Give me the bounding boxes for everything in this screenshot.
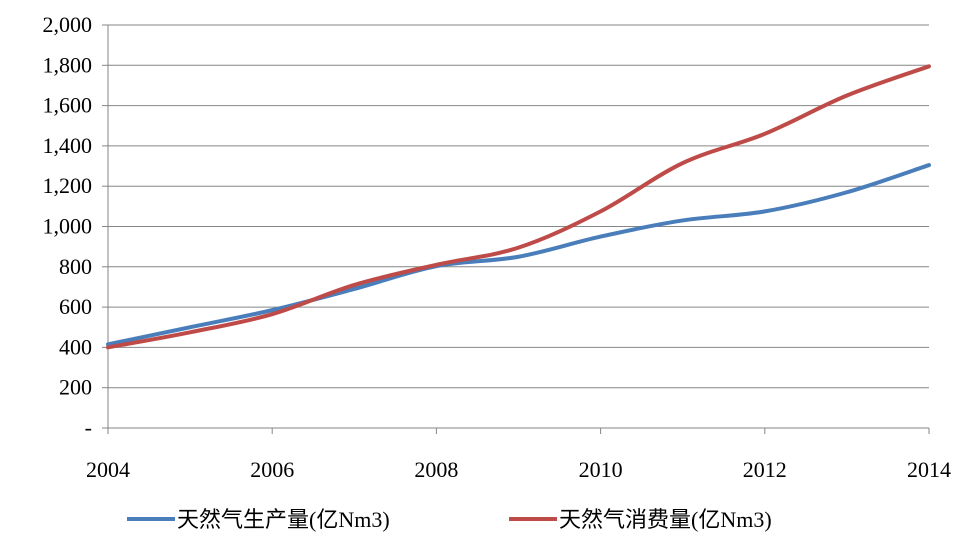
x-tick-label: 2014: [907, 457, 951, 482]
x-tick-label: 2006: [250, 457, 294, 482]
y-tick-label: 1,600: [43, 93, 93, 118]
y-tick-label: 800: [59, 254, 92, 279]
legend: 天然气生产量(亿Nm3) 天然气消费量(亿Nm3): [127, 507, 772, 532]
y-tick-label: 2,000: [43, 12, 93, 37]
y-tick-label: 1,200: [43, 173, 93, 198]
y-axis-tick-labels: - 200 400 600 800 1,000 1,200 1,400 1,600 1,800 2,…: [43, 12, 93, 440]
series-line-1: [106, 163, 931, 347]
x-tick-label: 2004: [86, 457, 130, 482]
x-tick-label: 2010: [579, 457, 623, 482]
y-tick-label: 1,800: [43, 52, 93, 77]
y-tick-label: 1,400: [43, 133, 93, 158]
series-lines: [106, 64, 931, 350]
legend-label-2: 天然气消费量(亿Nm3): [559, 507, 772, 532]
y-tick-label: 600: [59, 294, 92, 319]
series-line-2: [106, 64, 931, 350]
x-tick-label: 2008: [414, 457, 458, 482]
gridlines: [108, 24, 929, 389]
y-tick-label: 400: [59, 334, 92, 359]
y-tick-label: 200: [59, 375, 92, 400]
y-tick-label: 1,000: [43, 214, 93, 239]
y-tick-label: -: [85, 415, 92, 440]
x-tick-label: 2012: [743, 457, 787, 482]
axes: [102, 24, 930, 434]
legend-label-1: 天然气生产量(亿Nm3): [177, 507, 390, 532]
x-axis-tick-labels: 2004 2006 2008 2010 2012 2014: [86, 457, 951, 482]
